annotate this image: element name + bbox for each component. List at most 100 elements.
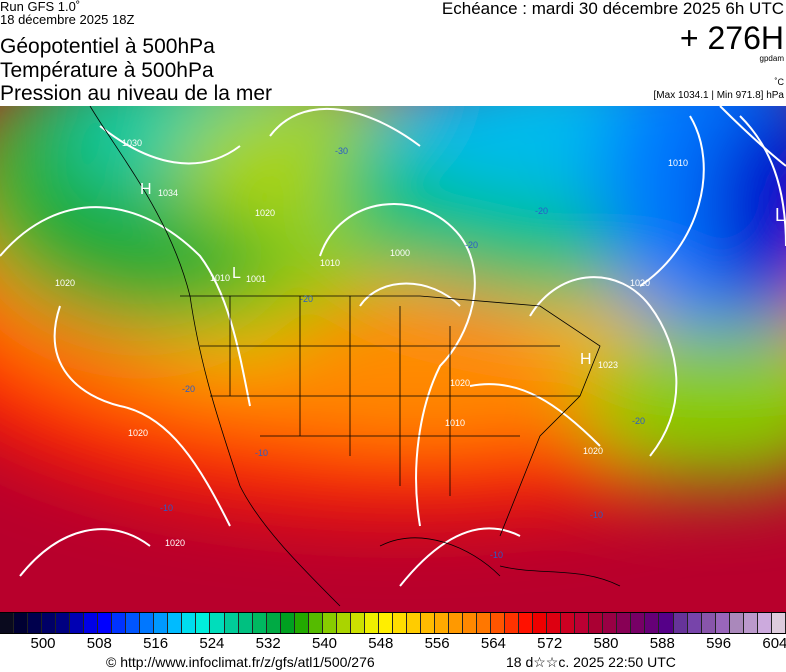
isobar-label: 1023 [598, 360, 618, 370]
isotherm-label: -10 [255, 448, 268, 458]
isobar-label: 1020 [630, 278, 650, 288]
color-scale-tick: 588 [649, 635, 675, 652]
temperature-labels: -30 -20 -20 -20 -20 -20 -10 -10 -10 -10 [160, 146, 645, 560]
color-scale-cell [84, 613, 99, 633]
color-scale-tick: 564 [480, 635, 506, 652]
isobar-label: 1034 [158, 188, 178, 198]
color-scale-cell [196, 613, 211, 633]
color-scale [0, 612, 786, 634]
color-scale-cell [210, 613, 225, 633]
color-scale-cell [603, 613, 618, 633]
isobars [0, 106, 786, 587]
color-scale-cell [547, 613, 562, 633]
coastlines [89, 106, 621, 607]
color-scale-tick: 596 [706, 635, 732, 652]
color-scale-cell [294, 613, 309, 633]
color-scale-tick: 500 [30, 635, 56, 652]
isotherm-label: -30 [335, 146, 348, 156]
title-temperature: Température à 500hPa [0, 59, 214, 82]
isobar-label: 1010 [320, 258, 340, 268]
color-scale-tick: 524 [199, 635, 225, 652]
forecast-map: 1030 H 1034 1020 1010 L 1001 1000 1010 1… [0, 106, 786, 612]
color-scale-cell [406, 613, 421, 633]
isobar-label: 1010 [668, 158, 688, 168]
color-scale-cell [743, 613, 758, 633]
color-scale-cell [364, 613, 379, 633]
copyright: © http://www.infoclimat.fr/z/gfs/atl1/50… [106, 654, 375, 670]
high-marker: H [140, 181, 152, 198]
isobar-label: 1020 [128, 428, 148, 438]
forecast-time: Echéance : mardi 30 décembre 2025 6h UTC [441, 0, 784, 18]
color-scale-cell [561, 613, 576, 633]
isobar-label: 1000 [390, 248, 410, 258]
color-scale-tick: 556 [424, 635, 450, 652]
color-scale-cell [28, 613, 43, 633]
color-scale-cell [659, 613, 674, 633]
isobar-label: 1020 [450, 378, 470, 388]
low-marker: L [232, 265, 241, 282]
isotherm-label: -20 [632, 416, 645, 426]
color-scale-tick: 540 [311, 635, 338, 652]
color-scale-cell [308, 613, 323, 633]
color-scale-tick: 572 [537, 635, 563, 652]
color-scale-cell [491, 613, 506, 633]
color-scale-cell [715, 613, 730, 633]
color-scale-cell [140, 613, 155, 633]
color-scale-cell [729, 613, 744, 633]
high-marker: H [580, 351, 592, 368]
color-scale-cell [42, 613, 57, 633]
isobar-label: 1010 [445, 418, 465, 428]
pressure-labels: 1030 H 1034 1020 1010 L 1001 1000 1010 1… [55, 138, 785, 548]
color-scale-cell [519, 613, 534, 633]
color-scale-cell [434, 613, 449, 633]
color-scale-cell [70, 613, 85, 633]
color-scale-cell [252, 613, 267, 633]
color-scale-cell [238, 613, 253, 633]
unit-celsius: ˚C [774, 77, 785, 87]
isotherm-label: -20 [182, 384, 195, 394]
color-scale-tick: 516 [143, 635, 169, 652]
color-scale-cell [112, 613, 127, 633]
color-scale-cell [701, 613, 716, 633]
isotherm-label: -20 [465, 240, 478, 250]
color-scale-cell [378, 613, 393, 633]
run-date: 18 décembre 2025 18Z [0, 12, 135, 27]
color-scale-cell [14, 613, 29, 633]
isobar-label: 1020 [255, 208, 275, 218]
color-scale-tick: 508 [86, 635, 112, 652]
color-scale-tick: 548 [368, 635, 394, 652]
pressure-range: [Max 1034.1 | Min 971.8] hPa [653, 90, 784, 101]
unit-gpdam: gpdam [759, 54, 784, 63]
isotherm-label: -20 [300, 294, 313, 304]
low-marker: L [775, 205, 785, 225]
color-scale-cell [182, 613, 197, 633]
isotherm-label: -10 [490, 550, 503, 560]
isobar-label: 1020 [583, 446, 603, 456]
color-scale-cell [154, 613, 169, 633]
color-scale-cell [575, 613, 590, 633]
run-label: Run GFS 1.0˚ [0, 0, 81, 14]
title-pressure: Pression au niveau de la mer [0, 82, 272, 105]
color-scale-cell [449, 613, 464, 633]
isotherm-label: -10 [160, 503, 173, 513]
geopotential-field [0, 106, 786, 612]
isobar-label: 1020 [55, 278, 75, 288]
generated-time: 18 d☆☆c. 2025 22:50 UTC [506, 654, 676, 670]
color-scale-cell [56, 613, 71, 633]
color-scale-tick: 532 [255, 635, 281, 652]
color-scale-cell [126, 613, 141, 633]
color-scale-cell [98, 613, 113, 633]
color-scale-cell [266, 613, 281, 633]
color-scale-cell [350, 613, 365, 633]
color-scale-cell [463, 613, 478, 633]
color-scale-cell [280, 613, 295, 633]
isobar-label: 1001 [246, 274, 266, 284]
color-scale-cell [617, 613, 632, 633]
color-scale-cell [771, 613, 786, 633]
color-scale-cell [687, 613, 702, 633]
color-scale-cell [168, 613, 183, 633]
color-scale-cell [631, 613, 646, 633]
color-scale-cell [673, 613, 688, 633]
color-scale-cell [420, 613, 435, 633]
